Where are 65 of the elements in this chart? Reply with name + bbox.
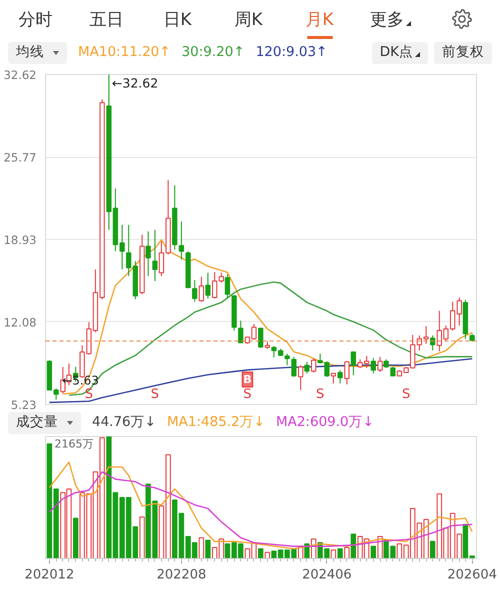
bar (258, 548, 264, 558)
annotation: S (84, 387, 94, 402)
annotation: ←32.62 (112, 76, 158, 90)
candlestick (350, 350, 356, 376)
candlestick (258, 328, 264, 348)
text: 44.76万↓ (92, 413, 156, 432)
bar (198, 537, 204, 558)
bar (344, 547, 350, 558)
bar (205, 540, 211, 558)
candlestick (304, 361, 310, 374)
x-tick-label: 202012 (24, 568, 74, 582)
bar (337, 548, 343, 558)
text: 120:9.03↑ (256, 43, 328, 62)
candlestick (344, 360, 350, 385)
text: 分时 (18, 10, 52, 30)
x-tick-label: 202208 (156, 568, 206, 582)
annotation: S (316, 387, 324, 402)
annotation: S (150, 387, 160, 402)
text: 成交量 (8, 412, 81, 434)
y-tick-label: 32.62 (4, 68, 37, 82)
text: 日K (163, 10, 192, 30)
bar (350, 534, 356, 558)
candlestick (205, 272, 211, 299)
text: 前复权 (434, 42, 492, 64)
bar (430, 540, 436, 558)
bar (370, 546, 376, 558)
candlestick (192, 280, 198, 302)
candlestick (198, 276, 204, 302)
candlestick (291, 356, 297, 378)
annotation: 2165万 (54, 438, 94, 450)
candlestick (146, 230, 151, 277)
x-tick-label: 202406 (302, 568, 352, 582)
y-tick-label: 25.77 (4, 150, 37, 165)
candlestick (178, 220, 184, 260)
text: 30:9.20↑ (182, 43, 245, 62)
text: 五日 (90, 10, 124, 30)
y-tick-label: 5.23 (10, 398, 37, 412)
text: 周K (234, 10, 263, 30)
candlestick (224, 274, 230, 299)
annotation: S (243, 387, 252, 402)
candlestick (338, 370, 343, 384)
text: 均线 (8, 42, 67, 64)
text: MA10:11.20↑ (78, 43, 171, 62)
text: DK点 (372, 42, 428, 64)
text: 更多 (370, 10, 405, 30)
text: MA1:485.2万↓ (166, 413, 265, 432)
bar (72, 518, 78, 558)
text: 月K (305, 10, 334, 30)
annotation: S (402, 387, 410, 402)
x-tick-label: 202604 (447, 568, 497, 582)
bar (139, 516, 145, 558)
candlestick (298, 364, 304, 391)
bar (264, 552, 270, 558)
bar (330, 549, 336, 558)
candlestick (430, 334, 436, 351)
y-tick-label: 18.93 (4, 232, 37, 247)
candlestick (152, 229, 158, 282)
candlestick (238, 320, 244, 344)
candlestick (330, 372, 336, 384)
annotation: B (243, 373, 252, 386)
candlestick (377, 356, 383, 372)
y-tick-label: 12.08 (4, 315, 37, 330)
candlestick (311, 358, 316, 373)
candlestick (370, 357, 376, 374)
text: MA2:609.0万↓ (276, 413, 374, 432)
